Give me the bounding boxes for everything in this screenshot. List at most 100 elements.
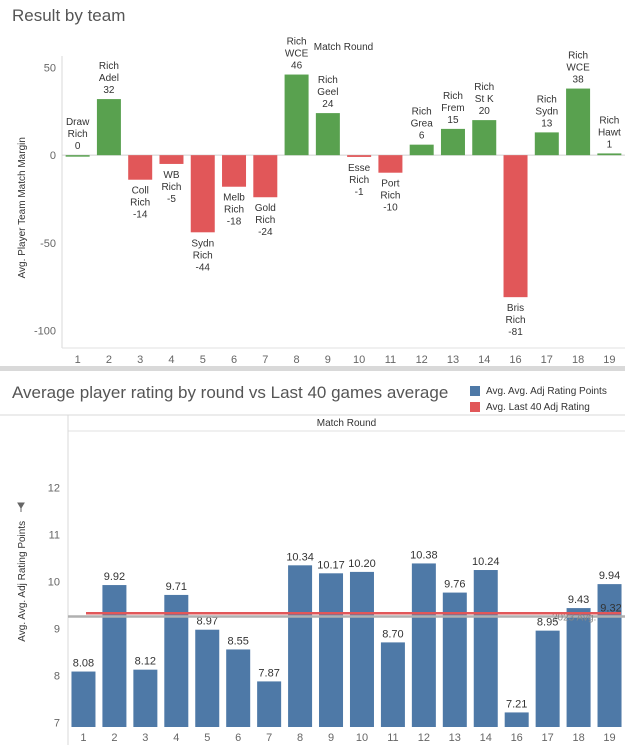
opponent-label: Frem (441, 103, 464, 114)
data-label: -10 (383, 203, 398, 214)
legend: Avg. Avg. Adj Rating Points Avg. Last 40… (470, 383, 607, 415)
bar (597, 584, 622, 727)
data-label: 9.94 (599, 570, 620, 582)
y-axis-label: Avg. Player Team Match Margin (17, 137, 28, 278)
bar (566, 88, 591, 156)
x-tick-label: 2 (111, 732, 117, 744)
opponent-label: Melb (223, 193, 245, 204)
pin-icon (17, 502, 25, 512)
bar (319, 573, 344, 727)
x-tick-label: 8 (294, 354, 300, 366)
x-tick-label: 10 (356, 732, 368, 744)
y-tick-label: -100 (34, 325, 56, 337)
x-tick-label: 6 (231, 354, 237, 366)
data-label: 10.17 (317, 559, 345, 571)
data-label: 8.97 (197, 616, 218, 628)
y-axis-label: Avg. Avg. Adj Rating Points (17, 521, 28, 642)
data-label: -44 (196, 262, 211, 273)
x-tick-label: 4 (168, 354, 174, 366)
x-tick-label: 1 (75, 354, 81, 366)
x-tick-label: 7 (262, 354, 268, 366)
y-tick-label: 10 (48, 576, 60, 588)
bar (597, 153, 622, 156)
bar (442, 592, 467, 727)
opponent-label: Hawt (598, 127, 621, 138)
bar (503, 155, 528, 298)
last40-value-label: 9.32 (600, 602, 621, 614)
x-tick-label: 14 (478, 354, 490, 366)
bar (222, 155, 247, 187)
x-tick-label: 2 (106, 354, 112, 366)
opponent-label: Rich (568, 51, 588, 62)
bar (315, 113, 340, 156)
bar (380, 642, 405, 727)
y-tick-label: 12 (48, 482, 60, 494)
data-label: 10.24 (472, 556, 500, 568)
x-tick-label: 12 (416, 354, 428, 366)
y-tick-label: -50 (40, 238, 56, 250)
y-tick-label: 0 (50, 150, 56, 162)
data-label: 8.95 (537, 617, 558, 629)
bar (159, 155, 184, 164)
bar (535, 630, 560, 727)
bar (65, 155, 90, 157)
bar (195, 629, 220, 727)
column-header: Match Round (317, 418, 376, 429)
data-label: 10.20 (348, 558, 376, 570)
data-label: 24 (322, 99, 334, 110)
bar (164, 594, 189, 727)
opponent-label: Rich (506, 315, 526, 326)
data-label: 9.92 (104, 571, 125, 583)
data-label: 38 (573, 75, 585, 86)
data-label: 8.12 (135, 656, 156, 668)
x-tick-label: 1 (80, 732, 86, 744)
data-label: -18 (227, 217, 242, 228)
bar (257, 681, 282, 727)
bar (128, 155, 153, 180)
data-label: 46 (291, 61, 303, 72)
section-divider (0, 366, 625, 371)
data-label: 13 (541, 118, 553, 129)
legend-swatch-last40 (470, 402, 480, 412)
x-tick-label: 11 (385, 354, 396, 366)
opponent-label: WB (163, 170, 179, 181)
x-tick-label: 3 (142, 732, 148, 744)
bar (71, 671, 96, 727)
opponent-label: Sydn (535, 106, 558, 117)
legend-item-avg-rating[interactable]: Avg. Avg. Adj Rating Points (470, 383, 607, 399)
bar (566, 608, 591, 727)
x-tick-label: 19 (603, 354, 615, 366)
opponent-label: Rich (161, 182, 181, 193)
x-tick-label: 18 (572, 354, 584, 366)
bar (253, 155, 278, 198)
x-tick-label: 4 (173, 732, 179, 744)
legend-item-last40[interactable]: Avg. Last 40 Adj Rating (470, 399, 607, 415)
x-tick-label: 13 (447, 354, 459, 366)
x-tick-label: 9 (328, 732, 334, 744)
data-label: 9.43 (568, 594, 589, 606)
opponent-label: Rich (412, 107, 432, 118)
bar (473, 570, 498, 727)
bar (190, 155, 215, 233)
opponent-label: Sydn (191, 238, 214, 249)
opponent-label: Port (381, 179, 400, 190)
bar (504, 712, 529, 727)
bar (411, 563, 436, 727)
opponent-label: Esse (348, 163, 371, 174)
x-tick-label: 5 (204, 732, 210, 744)
bar (378, 155, 403, 173)
data-label: 8.70 (382, 628, 403, 640)
bar (96, 99, 121, 156)
bar (288, 565, 313, 727)
data-label: 20 (479, 106, 491, 117)
legend-label-avg-rating: Avg. Avg. Adj Rating Points (486, 385, 607, 397)
opponent-label: Rich (68, 129, 88, 140)
legend-label-last40: Avg. Last 40 Adj Rating (486, 401, 590, 413)
data-label: 10.38 (410, 549, 438, 561)
data-label: -14 (133, 210, 148, 221)
y-tick-label: 7 (54, 717, 60, 729)
opponent-label: Rich (349, 175, 369, 186)
x-tick-label: 9 (325, 354, 331, 366)
